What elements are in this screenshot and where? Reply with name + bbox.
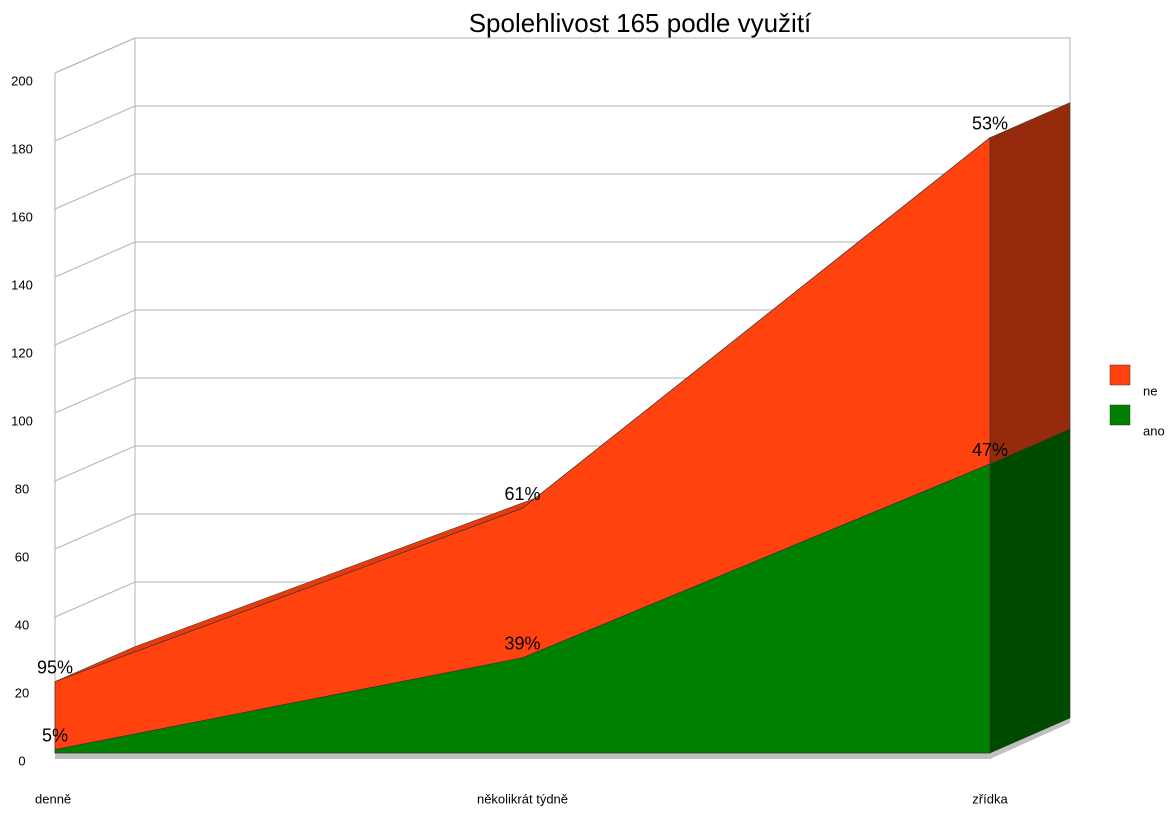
grid-line: [54, 105, 136, 142]
grid-line: [54, 241, 136, 278]
legend-label: ne: [1143, 383, 1157, 398]
legend-swatch: [1109, 364, 1131, 386]
grid-line: [54, 445, 136, 482]
y-tick-label: 180: [11, 141, 33, 156]
data-label: 95%: [37, 657, 73, 677]
data-label: 53%: [972, 113, 1008, 133]
data-label: 61%: [504, 484, 540, 504]
area: [54, 136, 991, 751]
legend-label: ano: [1143, 423, 1165, 438]
grid-line: [54, 37, 136, 74]
y-tick-label: 0: [18, 753, 25, 768]
area-side: [989, 102, 1071, 465]
grid-line: [54, 309, 136, 346]
grid-line: [54, 377, 136, 414]
x-tick-label: několikrát týdně: [477, 791, 568, 806]
y-tick-label: 200: [11, 73, 33, 88]
floor: [55, 718, 1070, 759]
data-label: 5%: [42, 725, 68, 745]
y-tick-label: 40: [15, 617, 29, 632]
data-label: 39%: [504, 634, 540, 654]
x-tick-label: zřídka: [972, 791, 1008, 806]
y-tick-label: 100: [11, 413, 33, 428]
legend-swatch: [1109, 404, 1131, 426]
y-tick-label: 60: [15, 549, 29, 564]
grid-line: [54, 173, 136, 210]
y-tick-label: 140: [11, 277, 33, 292]
chart-title: Spolehlivost 165 podle využití: [469, 8, 812, 38]
grid-line: [54, 513, 136, 550]
y-tick-label: 80: [15, 481, 29, 496]
y-tick-label: 20: [15, 685, 29, 700]
area-side: [989, 428, 1071, 754]
grid-line: [54, 581, 136, 618]
x-tick-label: denně: [35, 791, 71, 806]
y-tick-label: 160: [11, 209, 33, 224]
y-tick-label: 120: [11, 345, 33, 360]
data-label: 47%: [972, 440, 1008, 460]
